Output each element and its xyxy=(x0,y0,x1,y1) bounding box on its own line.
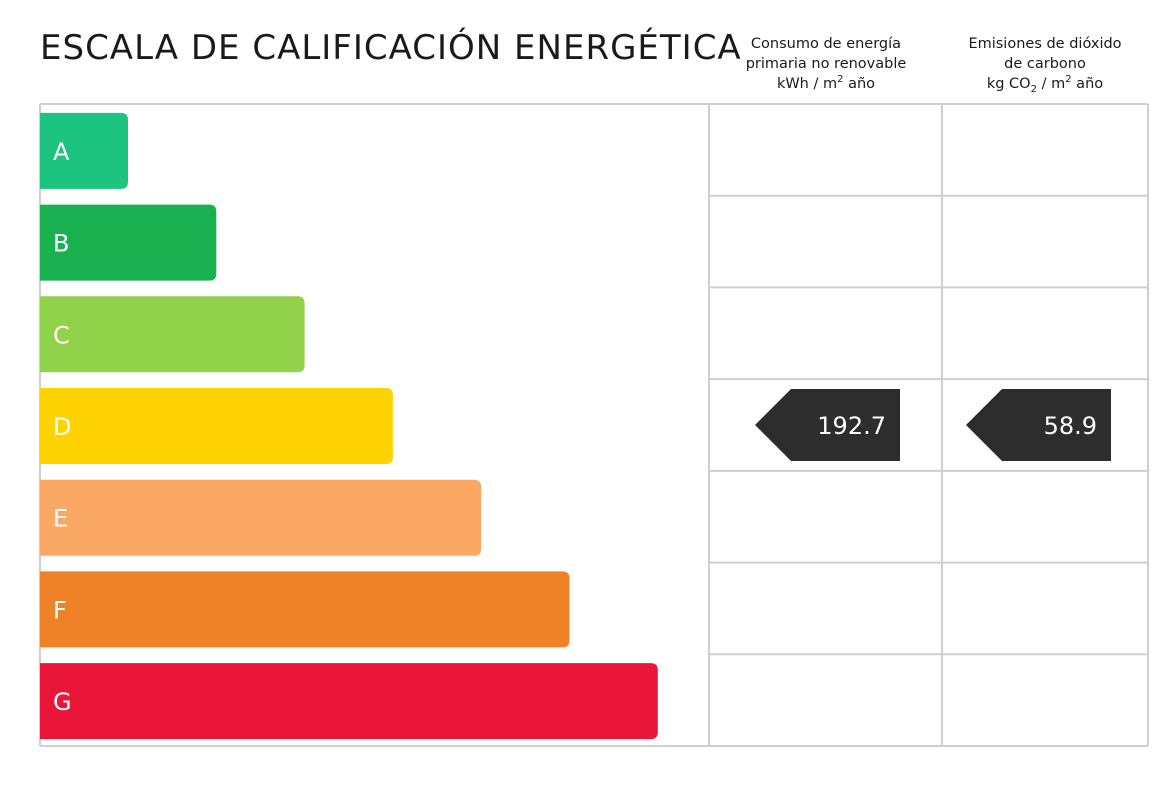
rating-label-g: G xyxy=(53,688,72,716)
rating-bar-e xyxy=(40,479,482,556)
rating-label-a: A xyxy=(53,138,70,166)
energy-arrow xyxy=(755,389,900,461)
rating-bar-f xyxy=(40,571,570,648)
rating-bar-b xyxy=(40,204,217,281)
rating-label-f: F xyxy=(53,596,67,624)
rating-label-e: E xyxy=(53,505,68,533)
co2-header-line1: Emisiones de dióxido xyxy=(968,36,1122,52)
co2-value: 58.9 xyxy=(1044,412,1097,440)
energy-header-line2: primaria no renovable xyxy=(745,56,907,72)
energy-column-header: Consumo de energía primaria no renovable… xyxy=(709,34,943,94)
rating-label-b: B xyxy=(53,230,69,258)
rating-bar-d xyxy=(40,388,393,464)
co2-column-header: Emisiones de dióxido de carbono kg CO2 /… xyxy=(942,34,1148,94)
co2-header-unit: kg CO2 / m2 año xyxy=(986,74,1104,95)
rating-bar-g xyxy=(40,663,658,740)
rating-bar-a xyxy=(40,112,128,189)
energy-header-unit: kWh / m2 año xyxy=(776,74,876,92)
co2-header-line2: de carbono xyxy=(1004,56,1086,72)
energy-value: 192.7 xyxy=(817,412,886,440)
rating-bar-c xyxy=(40,296,305,373)
page-title: ESCALA DE CALIFICACIÓN ENERGÉTICA xyxy=(40,28,742,68)
co2-arrow xyxy=(966,389,1111,461)
rating-label-d: D xyxy=(53,413,71,441)
rating-label-c: C xyxy=(53,321,70,349)
energy-header-line1: Consumo de energía xyxy=(750,36,902,52)
